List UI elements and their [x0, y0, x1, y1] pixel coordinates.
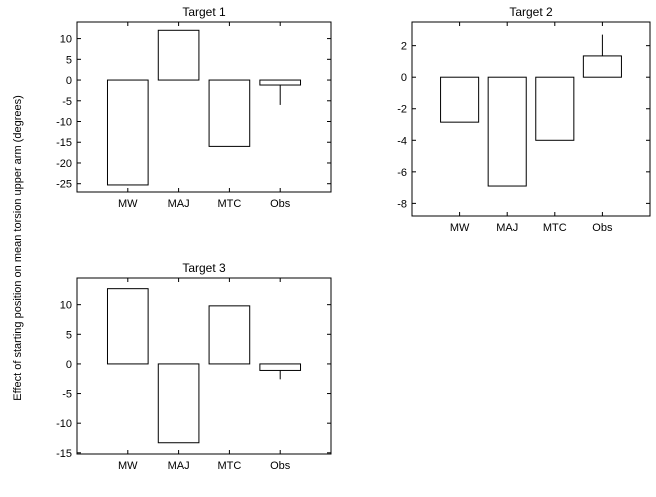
y-tick-label: -10	[56, 418, 72, 430]
y-tick-label: 5	[66, 329, 72, 341]
bar-obs	[259, 363, 302, 371]
y-tick-label: 2	[401, 41, 407, 53]
axes-frame	[411, 21, 651, 217]
y-tick-label: -15	[56, 448, 72, 460]
bar-obs	[259, 79, 302, 86]
subplot-title: Target 1	[182, 5, 226, 19]
x-tick-label: MAJ	[496, 222, 518, 234]
x-tick-label: MTC	[217, 460, 241, 472]
y-tick-label: 0	[66, 359, 72, 371]
bar-maj	[487, 76, 527, 187]
bar-obs	[582, 55, 622, 78]
y-tick-label: -4	[397, 135, 407, 147]
y-tick-label: -6	[397, 167, 407, 179]
y-axis-label: Effect of starting position on mean tors…	[12, 95, 24, 401]
bar-mtc	[535, 76, 575, 141]
bar-maj	[157, 363, 200, 444]
y-tick-label: -25	[56, 179, 72, 191]
y-tick-label: -10	[56, 117, 72, 129]
y-tick-label: -5	[62, 389, 72, 401]
subplot-title: Target 2	[509, 5, 553, 19]
x-tick-label: MW	[118, 460, 138, 472]
x-tick-label: MW	[450, 222, 470, 234]
x-tick-label: Obs	[592, 222, 613, 234]
x-tick-label: MAJ	[168, 198, 190, 210]
bar-mw	[440, 76, 480, 123]
x-tick-label: MTC	[217, 198, 241, 210]
bar-mw	[106, 288, 149, 365]
x-tick-label: Obs	[270, 460, 291, 472]
y-tick-label: -15	[56, 137, 72, 149]
bar-mw	[106, 79, 149, 186]
x-tick-label: MTC	[543, 222, 567, 234]
y-tick-label: 10	[60, 34, 72, 46]
subplot-3: Target 3 -15 -10 -5 0 5 10 MW MAJ MTC Obs	[56, 261, 332, 472]
x-tick-label: MW	[118, 198, 138, 210]
bar-maj	[157, 29, 200, 81]
y-tick-label: 0	[401, 72, 407, 84]
axes-frame	[76, 277, 332, 455]
subplot-2: Target 2 -8 -6 -4 -2 0 2 MW MAJ MTC Obs	[397, 5, 651, 234]
x-tick-label: Obs	[270, 198, 291, 210]
subplot-title: Target 3	[182, 261, 226, 275]
x-tick-label: MAJ	[168, 460, 190, 472]
y-tick-label: -8	[397, 198, 407, 210]
y-tick-label: -20	[56, 158, 72, 170]
bar-mtc	[208, 79, 251, 147]
subplot-1: Target 1 -25 -20 -15 -10 -5 0 5 10 MW MAJ MTC Obs	[56, 5, 332, 210]
y-tick-label: 5	[66, 54, 72, 66]
axes-frame	[76, 21, 332, 193]
y-tick-label: 10	[60, 300, 72, 312]
y-tick-label: 0	[66, 75, 72, 87]
bar-mtc	[208, 305, 251, 365]
y-tick-label: -2	[397, 104, 407, 116]
y-tick-label: -5	[62, 96, 72, 108]
